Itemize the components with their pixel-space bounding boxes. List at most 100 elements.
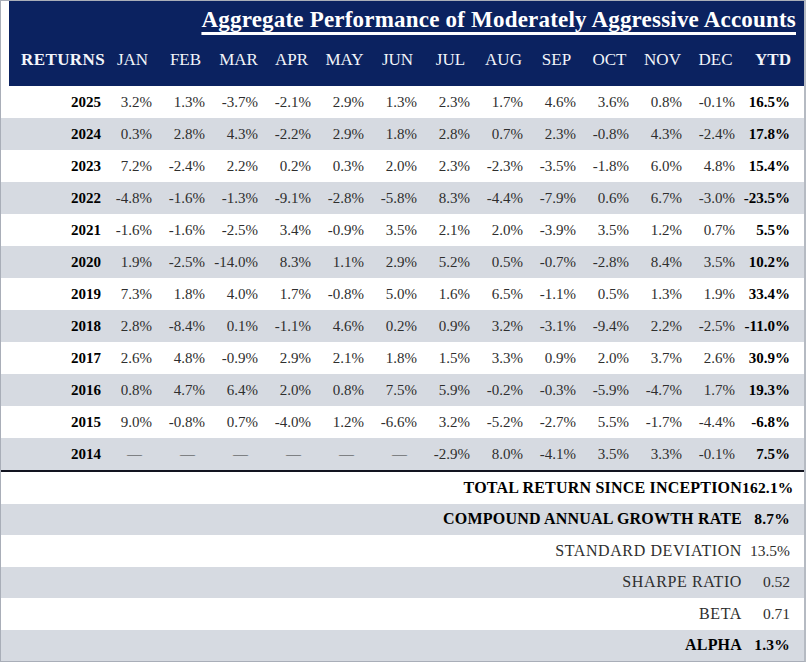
value-cell: 0.7% [212,414,265,431]
value-cell: -5.2% [477,414,530,431]
value-cell: 2.3% [424,94,477,111]
value-cell: -2.7% [530,414,583,431]
value-cell: -3.7% [212,94,265,111]
ytd-cell: 33.4% [742,286,804,303]
value-cell: 0.8% [636,94,689,111]
summary-value: 0.52 [742,573,804,591]
value-cell: 1.1% [318,254,371,271]
value-cell: -4.8% [106,190,159,207]
value-cell: 7.2% [106,158,159,175]
month-column-header: FEB [159,50,212,70]
value-cell: 0.6% [583,190,636,207]
table-row: 2014——————-2.9%8.0%-4.1%3.5%3.3%-0.1%7.5… [1,438,804,470]
value-cell: 5.0% [371,286,424,303]
value-cell: -0.1% [689,94,742,111]
value-cell: 2.8% [424,126,477,143]
value-cell: — [159,446,212,463]
value-cell: — [318,446,371,463]
value-cell: — [106,446,159,463]
value-cell: -9.1% [265,190,318,207]
value-cell: 7.5% [371,382,424,399]
summary-row: TOTAL RETURN SINCE INCEPTION162.1% [1,472,804,504]
summary-label: COMPOUND ANNUAL GROWTH RATE [1,510,742,528]
value-cell: -2.5% [212,222,265,239]
year-cell: 2018 [1,318,106,335]
value-cell: — [265,446,318,463]
page-title: Aggregate Performance of Moderately Aggr… [9,1,804,33]
value-cell: 8.0% [477,446,530,463]
month-column-header: OCT [583,50,636,70]
table-row: 2022-4.8%-1.6%-1.3%-9.1%-2.8%-5.8%8.3%-4… [1,182,804,214]
ytd-cell: 5.5% [742,222,804,239]
value-cell: 3.4% [265,222,318,239]
value-cell: 6.4% [212,382,265,399]
value-cell: -2.3% [477,158,530,175]
value-cell: -4.4% [477,190,530,207]
table-row: 20160.8%4.7%6.4%2.0%0.8%7.5%5.9%-0.2%-0.… [1,374,804,406]
value-cell: 2.9% [371,254,424,271]
value-cell: 5.5% [583,414,636,431]
value-cell: 3.2% [477,318,530,335]
table-row: 20240.3%2.8%4.3%-2.2%2.9%1.8%2.8%0.7%2.3… [1,118,804,150]
year-cell: 2023 [1,158,106,175]
table-row: 2021-1.6%-1.6%-2.5%3.4%-0.9%3.5%2.1%2.0%… [1,214,804,246]
value-cell: 2.0% [371,158,424,175]
value-cell: 4.8% [159,350,212,367]
summary-label: SHARPE RATIO [1,573,742,591]
value-cell: 6.7% [636,190,689,207]
value-cell: 8.3% [265,254,318,271]
ytd-cell: 19.3% [742,382,804,399]
value-cell: 2.2% [636,318,689,335]
value-cell: -1.6% [106,222,159,239]
month-column-header: APR [265,50,318,70]
value-cell: -4.4% [689,414,742,431]
value-cell: 5.2% [424,254,477,271]
value-cell: 2.0% [477,222,530,239]
table-row: 20182.8%-8.4%0.1%-1.1%4.6%0.2%0.9%3.2%-3… [1,310,804,342]
value-cell: 4.3% [636,126,689,143]
value-cell: 1.9% [106,254,159,271]
month-column-header: JUL [424,50,477,70]
value-cell: 2.0% [583,350,636,367]
value-cell: 3.6% [583,94,636,111]
value-cell: 0.2% [265,158,318,175]
value-cell: -0.8% [583,126,636,143]
value-cell: 2.1% [424,222,477,239]
value-cell: -4.7% [636,382,689,399]
value-cell: 2.9% [265,350,318,367]
value-cell: -3.9% [530,222,583,239]
value-cell: -0.9% [318,222,371,239]
value-cell: 8.4% [636,254,689,271]
value-cell: 2.6% [689,350,742,367]
value-cell: 2.1% [318,350,371,367]
value-cell: -2.9% [424,446,477,463]
ytd-cell: 15.4% [742,158,804,175]
value-cell: -6.6% [371,414,424,431]
year-cell: 2020 [1,254,106,271]
value-cell: 5.9% [424,382,477,399]
value-cell: 2.8% [159,126,212,143]
value-cell: 4.8% [689,158,742,175]
value-cell: 0.3% [106,126,159,143]
value-cell: 0.3% [318,158,371,175]
value-cell: 1.5% [424,350,477,367]
value-cell: -3.1% [530,318,583,335]
ytd-column-header: YTD [742,50,804,70]
value-cell: -0.8% [159,414,212,431]
summary-row: ALPHA1.3% [1,630,804,662]
value-cell: -2.8% [318,190,371,207]
year-cell: 2024 [1,126,106,143]
value-cell: 2.8% [106,318,159,335]
value-cell: 0.1% [212,318,265,335]
value-cell: 0.7% [477,126,530,143]
value-cell: 0.2% [371,318,424,335]
column-header-row: RETURNSJANFEBMARAPRMAYJUNJULAUGSEPOCTNOV… [9,33,804,86]
value-cell: 8.3% [424,190,477,207]
table-row: 20201.9%-2.5%-14.0%8.3%1.1%2.9%5.2%0.5%-… [1,246,804,278]
value-cell: 6.0% [636,158,689,175]
value-cell: 2.6% [106,350,159,367]
table-row: 20237.2%-2.4%2.2%0.2%0.3%2.0%2.3%-2.3%-3… [1,150,804,182]
month-column-header: SEP [530,50,583,70]
value-cell: 0.7% [689,222,742,239]
value-cell: -1.1% [265,318,318,335]
